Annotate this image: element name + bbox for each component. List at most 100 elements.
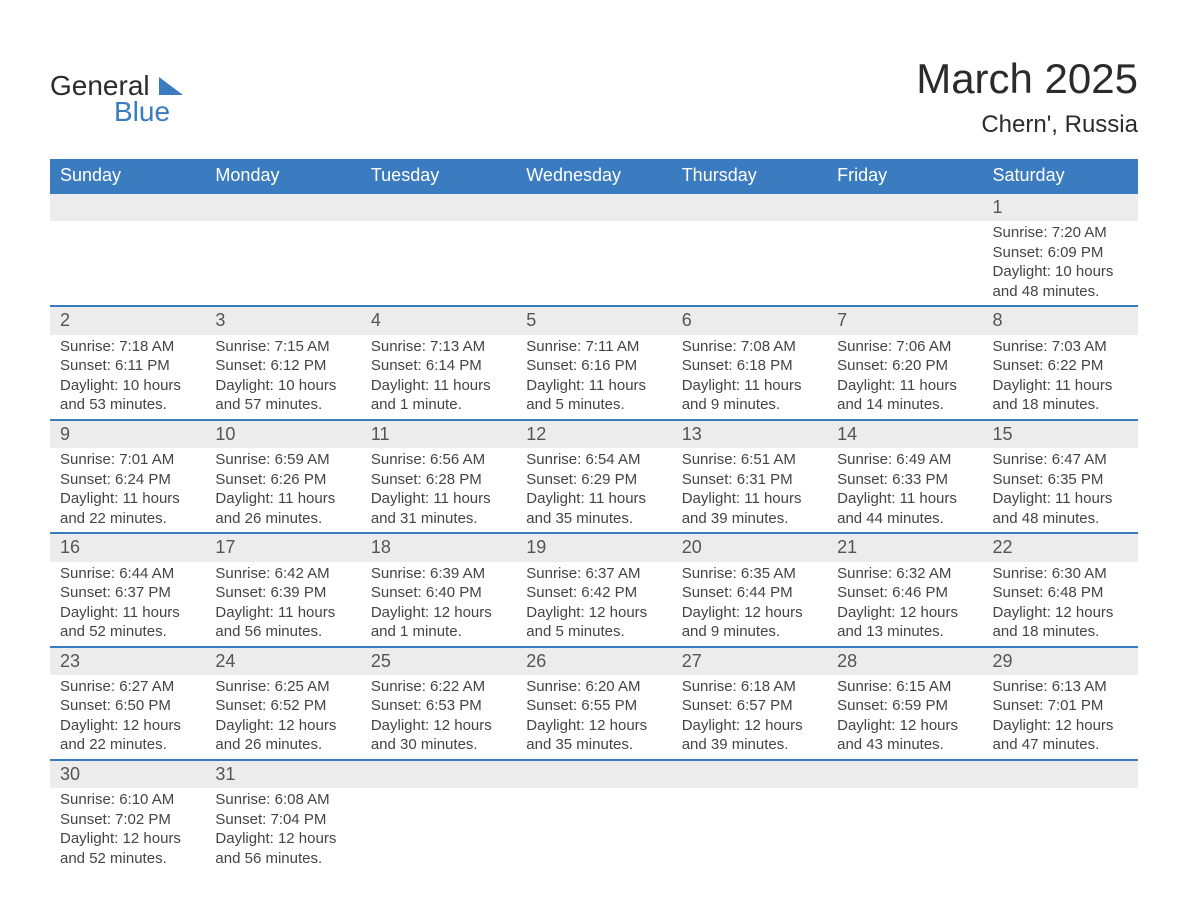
daylight-text: Daylight: 11 hours and 35 minutes. [526,489,661,528]
day-number: 10 [205,421,360,448]
sunset-text: Sunset: 6:44 PM [682,583,817,603]
day-detail-cell: Sunrise: 6:39 AMSunset: 6:40 PMDaylight:… [361,562,516,647]
day-number: 18 [361,534,516,561]
daylight-text: Daylight: 12 hours and 26 minutes. [215,716,350,755]
daylight-text: Daylight: 12 hours and 13 minutes. [837,603,972,642]
daylight-text: Daylight: 11 hours and 56 minutes. [215,603,350,642]
daylight-text: Daylight: 11 hours and 18 minutes. [993,376,1128,415]
day-number-cell: 10 [205,420,360,448]
day-detail: Sunrise: 7:15 AMSunset: 6:12 PMDaylight:… [205,335,360,419]
sunset-text: Sunset: 6:16 PM [526,356,661,376]
day-number-cell [205,193,360,221]
day-number: 19 [516,534,671,561]
sunrise-text: Sunrise: 6:32 AM [837,564,972,584]
day-number-cell: 6 [672,306,827,334]
day-detail-cell: Sunrise: 6:54 AMSunset: 6:29 PMDaylight:… [516,448,671,533]
day-number-cell: 29 [983,647,1138,675]
sunset-text: Sunset: 6:09 PM [993,243,1128,263]
day-number-cell [983,760,1138,788]
empty-day-number [361,194,516,221]
empty-cell [672,788,827,866]
sunrise-text: Sunrise: 6:42 AM [215,564,350,584]
daylight-text: Daylight: 10 hours and 57 minutes. [215,376,350,415]
day-number-cell: 21 [827,533,982,561]
sunset-text: Sunset: 6:37 PM [60,583,195,603]
sunset-text: Sunset: 6:39 PM [215,583,350,603]
day-number-cell [672,193,827,221]
day-detail-cell: Sunrise: 6:25 AMSunset: 6:52 PMDaylight:… [205,675,360,760]
day-detail-cell [672,221,827,306]
day-detail-cell [516,788,671,872]
day-detail-cell [361,221,516,306]
week-detail-row: Sunrise: 7:18 AMSunset: 6:11 PMDaylight:… [50,335,1138,420]
weekday-header-cell: Thursday [672,159,827,193]
day-number: 2 [50,307,205,334]
sunrise-text: Sunrise: 6:15 AM [837,677,972,697]
day-number-cell: 13 [672,420,827,448]
daylight-text: Daylight: 12 hours and 43 minutes. [837,716,972,755]
sunset-text: Sunset: 6:40 PM [371,583,506,603]
sunrise-text: Sunrise: 6:54 AM [526,450,661,470]
day-detail-cell: Sunrise: 6:22 AMSunset: 6:53 PMDaylight:… [361,675,516,760]
day-number: 7 [827,307,982,334]
day-detail-cell: Sunrise: 6:59 AMSunset: 6:26 PMDaylight:… [205,448,360,533]
day-number: 23 [50,648,205,675]
sunset-text: Sunset: 7:04 PM [215,810,350,830]
empty-cell [516,788,671,866]
day-detail-cell: Sunrise: 6:44 AMSunset: 6:37 PMDaylight:… [50,562,205,647]
day-detail-cell: Sunrise: 6:32 AMSunset: 6:46 PMDaylight:… [827,562,982,647]
weekday-header-cell: Monday [205,159,360,193]
day-detail: Sunrise: 6:54 AMSunset: 6:29 PMDaylight:… [516,448,671,532]
daylight-text: Daylight: 12 hours and 5 minutes. [526,603,661,642]
weekday-header-cell: Tuesday [361,159,516,193]
day-number-cell: 2 [50,306,205,334]
day-detail: Sunrise: 6:10 AMSunset: 7:02 PMDaylight:… [50,788,205,872]
day-detail: Sunrise: 6:37 AMSunset: 6:42 PMDaylight:… [516,562,671,646]
day-detail: Sunrise: 6:20 AMSunset: 6:55 PMDaylight:… [516,675,671,759]
sunrise-text: Sunrise: 6:30 AM [993,564,1128,584]
sunset-text: Sunset: 6:11 PM [60,356,195,376]
sunrise-text: Sunrise: 6:39 AM [371,564,506,584]
day-detail-cell: Sunrise: 6:30 AMSunset: 6:48 PMDaylight:… [983,562,1138,647]
daylight-text: Daylight: 12 hours and 22 minutes. [60,716,195,755]
day-number: 29 [983,648,1138,675]
week-detail-row: Sunrise: 7:20 AMSunset: 6:09 PMDaylight:… [50,221,1138,306]
day-detail-cell: Sunrise: 6:35 AMSunset: 6:44 PMDaylight:… [672,562,827,647]
day-detail-cell: Sunrise: 6:51 AMSunset: 6:31 PMDaylight:… [672,448,827,533]
daylight-text: Daylight: 11 hours and 22 minutes. [60,489,195,528]
daylight-text: Daylight: 11 hours and 48 minutes. [993,489,1128,528]
sunset-text: Sunset: 6:29 PM [526,470,661,490]
day-detail-cell: Sunrise: 6:08 AMSunset: 7:04 PMDaylight:… [205,788,360,872]
empty-day-number [516,761,671,788]
day-number-cell [361,193,516,221]
day-number-cell: 15 [983,420,1138,448]
sunset-text: Sunset: 6:57 PM [682,696,817,716]
sunrise-text: Sunrise: 6:51 AM [682,450,817,470]
day-number: 12 [516,421,671,448]
week-detail-row: Sunrise: 6:10 AMSunset: 7:02 PMDaylight:… [50,788,1138,872]
day-number-cell: 5 [516,306,671,334]
sunset-text: Sunset: 6:50 PM [60,696,195,716]
daylight-text: Daylight: 12 hours and 47 minutes. [993,716,1128,755]
sunrise-text: Sunrise: 6:10 AM [60,790,195,810]
day-number: 22 [983,534,1138,561]
sunset-text: Sunset: 6:52 PM [215,696,350,716]
day-number-cell: 27 [672,647,827,675]
week-daynum-row: 9101112131415 [50,420,1138,448]
day-detail-cell [827,788,982,872]
empty-day-number [516,194,671,221]
day-detail: Sunrise: 6:42 AMSunset: 6:39 PMDaylight:… [205,562,360,646]
empty-cell [361,788,516,866]
day-number: 31 [205,761,360,788]
sunrise-text: Sunrise: 7:06 AM [837,337,972,357]
day-detail-cell: Sunrise: 6:20 AMSunset: 6:55 PMDaylight:… [516,675,671,760]
day-detail-cell [361,788,516,872]
sunrise-text: Sunrise: 7:11 AM [526,337,661,357]
empty-day-number [205,194,360,221]
day-detail: Sunrise: 7:18 AMSunset: 6:11 PMDaylight:… [50,335,205,419]
week-daynum-row: 2345678 [50,306,1138,334]
daylight-text: Daylight: 12 hours and 56 minutes. [215,829,350,868]
day-detail: Sunrise: 6:15 AMSunset: 6:59 PMDaylight:… [827,675,982,759]
day-number-cell: 16 [50,533,205,561]
sunrise-text: Sunrise: 6:27 AM [60,677,195,697]
